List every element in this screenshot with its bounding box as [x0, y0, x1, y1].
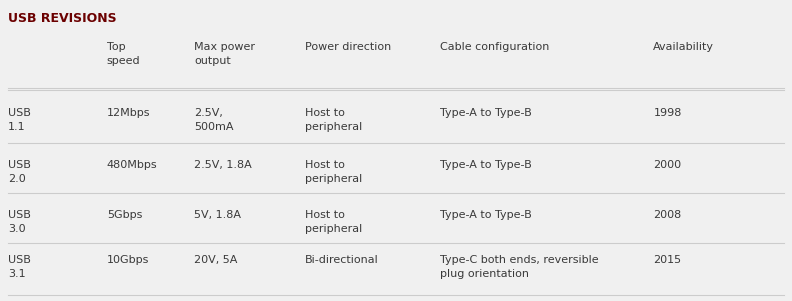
- Text: Type-C both ends, reversible
plug orientation: Type-C both ends, reversible plug orient…: [440, 255, 598, 279]
- Text: Host to
peripheral: Host to peripheral: [305, 108, 362, 132]
- Text: USB
1.1: USB 1.1: [8, 108, 31, 132]
- Text: 12Mbps: 12Mbps: [107, 108, 150, 118]
- Text: Max power
output: Max power output: [194, 42, 255, 66]
- Text: Host to
peripheral: Host to peripheral: [305, 210, 362, 234]
- Text: Bi-directional: Bi-directional: [305, 255, 379, 265]
- Text: 1998: 1998: [653, 108, 682, 118]
- Text: 480Mbps: 480Mbps: [107, 160, 158, 170]
- Text: Type-A to Type-B: Type-A to Type-B: [440, 160, 531, 170]
- Text: USB
3.1: USB 3.1: [8, 255, 31, 279]
- Text: Top
speed: Top speed: [107, 42, 140, 66]
- Text: USB
2.0: USB 2.0: [8, 160, 31, 184]
- Text: 5V, 1.8A: 5V, 1.8A: [194, 210, 241, 220]
- Text: Type-A to Type-B: Type-A to Type-B: [440, 108, 531, 118]
- Text: Type-A to Type-B: Type-A to Type-B: [440, 210, 531, 220]
- Text: USB REVISIONS: USB REVISIONS: [8, 12, 116, 25]
- Text: USB
3.0: USB 3.0: [8, 210, 31, 234]
- Text: 20V, 5A: 20V, 5A: [194, 255, 238, 265]
- Text: 10Gbps: 10Gbps: [107, 255, 150, 265]
- Text: 2.5V, 1.8A: 2.5V, 1.8A: [194, 160, 252, 170]
- Text: Availability: Availability: [653, 42, 714, 52]
- Text: 2015: 2015: [653, 255, 682, 265]
- Text: Cable configuration: Cable configuration: [440, 42, 549, 52]
- Text: 2000: 2000: [653, 160, 682, 170]
- Text: 2.5V,
500mA: 2.5V, 500mA: [194, 108, 234, 132]
- Text: 2008: 2008: [653, 210, 682, 220]
- Text: Host to
peripheral: Host to peripheral: [305, 160, 362, 184]
- Text: Power direction: Power direction: [305, 42, 391, 52]
- Text: 5Gbps: 5Gbps: [107, 210, 143, 220]
